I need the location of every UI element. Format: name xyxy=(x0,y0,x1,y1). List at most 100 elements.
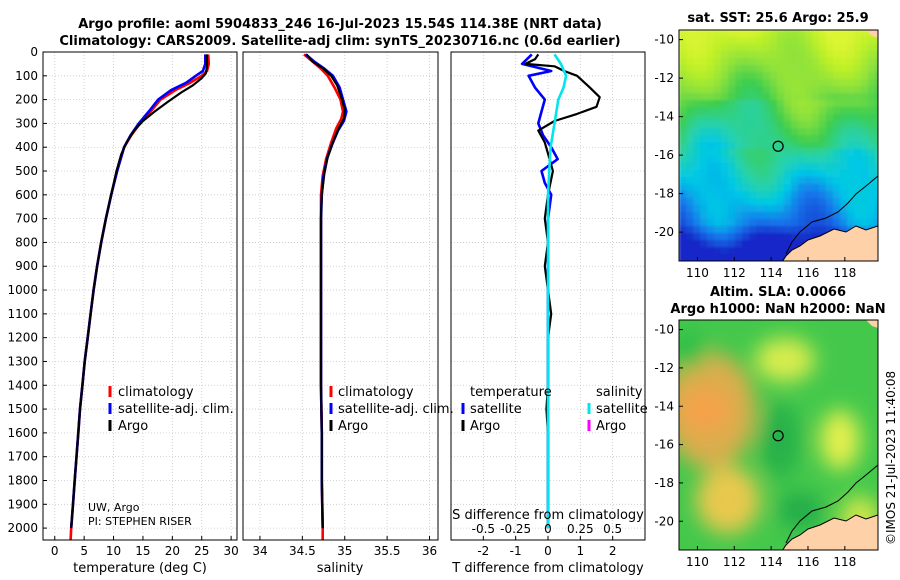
y-tick-label: 1900 xyxy=(7,497,38,511)
salinity-grid xyxy=(243,51,438,540)
lat-tick-label: -16 xyxy=(654,148,674,162)
lon-tick-label: 110 xyxy=(686,266,709,280)
sla-map-title-2: Argo h1000: NaN h2000: NaN xyxy=(670,302,885,317)
x-tick-label: 2 xyxy=(609,544,617,558)
y-tick-label: 1200 xyxy=(7,331,38,345)
temperature-series xyxy=(69,54,211,541)
legend-label-satellite: satellite xyxy=(470,402,522,417)
sla-lon-ticks: 110 112 114 116 118 xyxy=(686,546,856,569)
x-tick-label: -1 xyxy=(510,544,522,558)
lat-tick-label: -18 xyxy=(654,187,674,201)
s-difference-label: S difference from climatology xyxy=(452,508,644,523)
legend-label-argo-salinity: Argo xyxy=(596,419,626,434)
header-line-1: Argo profile: aoml 5904833_246 16-Jul-20… xyxy=(78,17,602,32)
x-tick-label: 5 xyxy=(80,544,88,558)
sla-map-image xyxy=(679,320,878,550)
lat-tick-label: -20 xyxy=(654,514,674,528)
lon-tick-label: 118 xyxy=(833,266,856,280)
legend-label-argo: Argo xyxy=(118,419,148,434)
salinity-xlabel: salinity xyxy=(317,561,364,576)
lat-tick-label: -16 xyxy=(654,438,674,452)
lon-tick-label: 118 xyxy=(833,555,856,569)
legend-label-satellite-salinity: satellite xyxy=(596,402,648,417)
temperature-diff-legend: temperature satellite Argo xyxy=(461,385,552,434)
salinity-axes-frame xyxy=(242,51,439,541)
x-tick-label: 0 xyxy=(51,544,59,558)
s-tick-label: -0.5 xyxy=(472,522,495,536)
lon-tick-label: 114 xyxy=(760,266,783,280)
sst-lat-ticks: -10 -12 -14 -16 -18 -20 xyxy=(654,33,683,239)
sst-profile-marker xyxy=(772,140,784,152)
sst-map-panel: sat. SST: 25.6 Argo: 25.9 110 112 114 116 11… xyxy=(654,11,879,280)
lon-tick-label: 116 xyxy=(797,555,820,569)
x-tick-label: 1 xyxy=(577,544,585,558)
x-tick-label: 30 xyxy=(223,544,238,558)
lat-tick-label: -14 xyxy=(654,110,674,124)
s-tick-label: 0.5 xyxy=(603,522,622,536)
sst-land xyxy=(782,226,878,261)
y-tick-label: 600 xyxy=(15,188,38,202)
y-tick-label: 100 xyxy=(15,69,38,83)
lat-tick-label: -20 xyxy=(654,225,674,239)
y-tick-label: 1600 xyxy=(7,426,38,440)
x-tick-label: 36 xyxy=(422,544,437,558)
legend-title-temperature: temperature xyxy=(470,385,552,400)
salinity-x-ticks: 34 34.5 35 35.5 36 xyxy=(252,536,437,558)
y-tick-label: 300 xyxy=(15,116,38,130)
series-climatology xyxy=(69,54,211,541)
salinity-legend: climatology satellite-adj. clim. Argo xyxy=(329,385,454,434)
sla-map-title-1: Altim. SLA: 0.0066 xyxy=(710,285,846,300)
sla-land-corner xyxy=(866,320,878,328)
lon-tick-label: 110 xyxy=(686,555,709,569)
x-tick-label: 35.5 xyxy=(374,544,401,558)
legend-label-satellite: satellite-adj. clim. xyxy=(118,402,234,417)
y-tick-label: 1800 xyxy=(7,473,38,487)
t-difference-xlabel: T difference from climatology xyxy=(451,561,644,576)
annotation-line-1: UW, Argo xyxy=(88,501,140,514)
series-climatology xyxy=(303,53,345,540)
x-tick-label: 25 xyxy=(194,544,209,558)
header-line-2: Climatology: CARS2009. Satellite-adj cli… xyxy=(59,34,620,49)
y-tick-label: 1300 xyxy=(7,354,38,368)
y-tick-label: 400 xyxy=(15,140,38,154)
series-argo xyxy=(70,54,209,529)
x-tick-label: 35 xyxy=(337,544,352,558)
sla-profile-marker xyxy=(772,430,784,442)
sst-map-frame xyxy=(678,29,879,262)
lat-tick-label: -14 xyxy=(654,399,674,413)
lon-tick-label: 112 xyxy=(723,266,746,280)
lat-tick-label: -10 xyxy=(654,33,674,47)
y-tick-label: 800 xyxy=(15,235,38,249)
sla-coastline xyxy=(782,514,878,550)
sla-lat-ticks: -10 -12 -14 -16 -18 -20 xyxy=(654,323,683,528)
sst-map-title: sat. SST: 25.6 Argo: 25.9 xyxy=(687,11,868,26)
x-tick-label: 0 xyxy=(544,544,552,558)
x-tick-label: 15 xyxy=(135,544,150,558)
imos-watermark: ©IMOS 21-Jul-2023 11:40:08 xyxy=(884,371,898,545)
legend-title-salinity: salinity xyxy=(596,385,643,400)
s-tick-label: -0.25 xyxy=(500,522,531,536)
sla-map-frame xyxy=(678,319,879,551)
temperature-x-ticks: 0 5 10 15 20 25 30 xyxy=(51,536,239,558)
x-tick-label: 34.5 xyxy=(289,544,316,558)
y-tick-label: 1500 xyxy=(7,402,38,416)
difference-series xyxy=(520,53,601,529)
s-tick-label: 0.25 xyxy=(567,522,594,536)
sst-land-corner xyxy=(866,30,878,38)
lat-tick-label: -12 xyxy=(654,361,674,375)
temperature-legend: climatology satellite-adj. clim. Argo xyxy=(108,385,234,434)
legend-label-argo: Argo xyxy=(338,419,368,434)
s-difference-ticks: -0.5 -0.25 0 0.25 0.5 xyxy=(472,522,623,536)
sst-lon-ticks: 110 112 114 116 118 xyxy=(686,257,856,280)
lon-tick-label: 116 xyxy=(797,266,820,280)
series-t-satellite-clim xyxy=(520,53,560,529)
sst-coastline xyxy=(782,225,878,261)
series-argo xyxy=(305,53,346,529)
salinity-diff-legend: salinity satellite Argo xyxy=(587,385,648,434)
y-tick-label: 500 xyxy=(15,164,38,178)
lat-tick-label: -12 xyxy=(654,71,674,85)
y-tick-label: 200 xyxy=(15,93,38,107)
salinity-series xyxy=(303,53,348,540)
lat-tick-label: -18 xyxy=(654,476,674,490)
